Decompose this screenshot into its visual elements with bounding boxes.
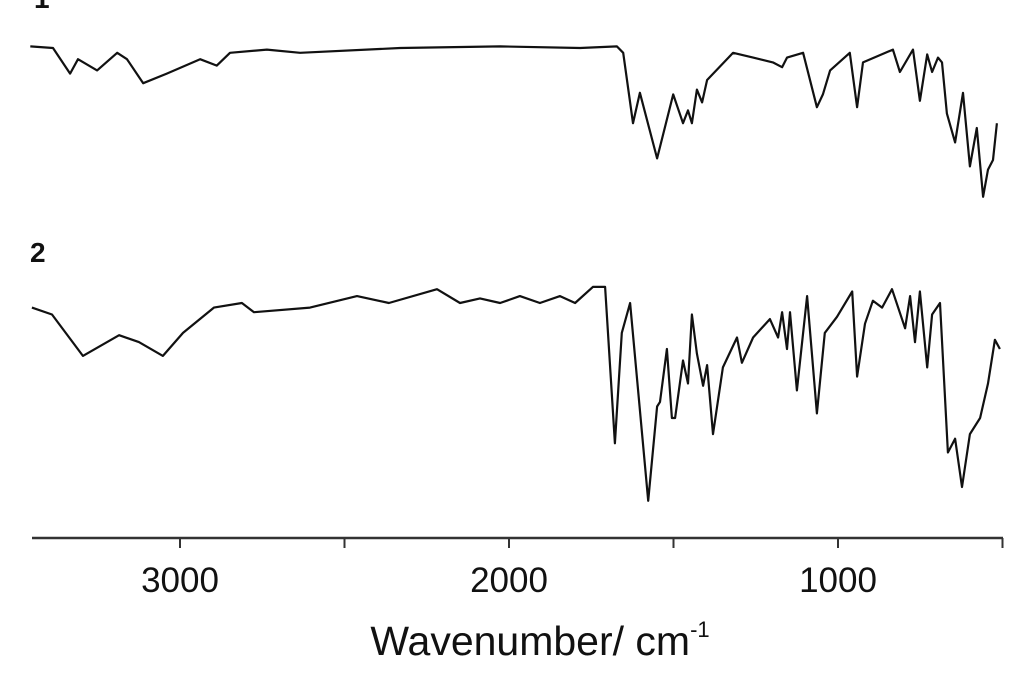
spectrum-line-1: [30, 45, 998, 198]
x-axis-title-text: Wavenumber/ cm: [370, 618, 690, 664]
x-axis-ticks: 3000 2000 1000: [141, 538, 1004, 600]
x-tick-label-3000: 3000: [141, 561, 219, 600]
spectrum-line-2: [31, 285, 1001, 502]
x-axis-title: Wavenumber/ cm-1: [370, 617, 709, 664]
panel-label-2: 2: [30, 237, 46, 268]
x-axis-title-superscript: -1: [690, 617, 710, 642]
x-tick-label-2000: 2000: [470, 561, 548, 600]
x-tick-label-1000: 1000: [799, 561, 877, 600]
series-layer: [30, 45, 1001, 502]
panel-label-1: 1: [34, 0, 50, 14]
